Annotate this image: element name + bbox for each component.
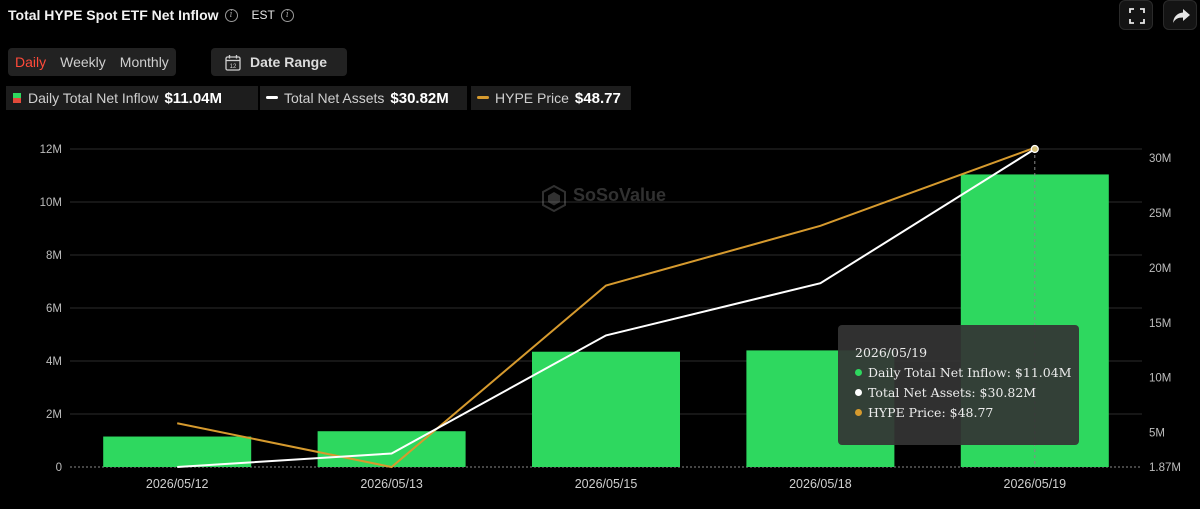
legend-assets-name: Total Net Assets: [284, 90, 385, 106]
x-tick-label: 2026/05/13: [360, 477, 423, 491]
timezone-info-icon[interactable]: i: [280, 8, 294, 22]
share-icon: [1173, 9, 1190, 23]
y-right-tick-label: 30M: [1149, 153, 1171, 165]
y-axis-right: 1.87M 5M 10M 15M 20M 25M 30M: [1149, 153, 1181, 474]
y-left-tick-label: 10M: [40, 197, 62, 209]
legend-price-name: HYPE Price: [495, 90, 569, 106]
bar: [103, 436, 252, 467]
tab-weekly[interactable]: Weekly: [60, 54, 106, 70]
tooltip-inflow-text: Daily Total Net Inflow: $11.04M: [868, 365, 1072, 380]
legend-price-value: $48.77: [574, 89, 621, 107]
legend-inflow-name: Daily Total Net Inflow: [28, 90, 159, 106]
info-icon[interactable]: i: [224, 8, 238, 22]
x-tick-label: 2026/05/18: [789, 477, 852, 491]
legend-inflow-value: $11.04M: [164, 89, 223, 107]
watermark: SoSoValue: [542, 184, 666, 213]
chart-title: Total HYPE Spot ETF Net Inflow: [8, 7, 219, 23]
y-left-tick-label: 0: [56, 462, 62, 474]
tab-monthly[interactable]: Monthly: [119, 54, 169, 70]
legend-item-inflow[interactable]: Daily Total Net Inflow $11.04M: [6, 86, 258, 110]
y-left-tick-label: 6M: [46, 303, 62, 315]
x-tick-label: 2026/05/12: [146, 477, 209, 491]
price-dot-icon: [855, 409, 862, 416]
period-selector: Daily Weekly Monthly: [8, 48, 176, 76]
y-right-tick-label: 15M: [1149, 318, 1171, 330]
y-right-tick-label: 25M: [1149, 208, 1171, 220]
x-tick-label: 2026/05/15: [575, 477, 638, 491]
date-range-label: Date Range: [250, 54, 328, 70]
timezone-label: EST: [251, 8, 275, 22]
tooltip-row-inflow: Daily Total Net Inflow: $11.04M: [855, 365, 1079, 380]
tooltip-assets-text: Total Net Assets: $30.82M: [868, 385, 1037, 400]
watermark-text: SoSoValue: [573, 185, 666, 205]
tooltip-price-text: HYPE Price: $48.77: [868, 405, 994, 420]
bar: [317, 431, 466, 467]
calendar-icon: 12: [225, 54, 241, 71]
line-series: [177, 144, 1039, 469]
chart-header: Total HYPE Spot ETF Net Inflow i EST i: [8, 4, 294, 26]
hover-point: [1030, 144, 1039, 154]
tooltip-row-price: HYPE Price: $48.77: [855, 405, 1079, 420]
chart-tooltip: 2026/05/19 Daily Total Net Inflow: $11.0…: [838, 325, 1079, 445]
hype-price-line: [177, 146, 1036, 469]
inflow-dot-icon: [855, 369, 862, 376]
date-range-button[interactable]: 12 Date Range: [211, 48, 347, 76]
y-right-tick-label: 20M: [1149, 263, 1171, 275]
legend-item-price[interactable]: HYPE Price $48.77: [471, 86, 631, 110]
assets-legend-icon: [266, 96, 278, 99]
fullscreen-button[interactable]: [1119, 0, 1153, 30]
legend-item-assets[interactable]: Total Net Assets $30.82M: [260, 86, 467, 110]
x-tick-label: 2026/05/19: [1004, 477, 1067, 491]
inflow-legend-icon: [13, 93, 21, 103]
y-right-tick-label: 10M: [1149, 373, 1171, 385]
y-right-tick-label: 1.87M: [1149, 462, 1181, 474]
assets-dot-icon: [855, 389, 862, 396]
fullscreen-icon: [1129, 8, 1145, 24]
y-left-tick-label: 4M: [46, 356, 62, 368]
y-left-tick-label: 2M: [46, 409, 62, 421]
tooltip-row-assets: Total Net Assets: $30.82M: [855, 385, 1079, 400]
tab-daily[interactable]: Daily: [15, 54, 47, 70]
y-left-tick-label: 12M: [40, 144, 62, 156]
legend-assets-value: $30.82M: [390, 89, 449, 107]
net-assets-line: [177, 148, 1036, 468]
share-button[interactable]: [1163, 0, 1197, 30]
x-axis: 2026/05/12 2026/05/13 2026/05/15 2026/05/18…: [146, 477, 1066, 491]
y-axis-left: 0 2M 4M 6M 8M 10M 12M: [40, 144, 62, 474]
svg-text:12: 12: [230, 63, 237, 69]
price-legend-icon: [477, 96, 489, 99]
bar: [532, 351, 680, 467]
y-right-tick-label: 5M: [1149, 428, 1165, 440]
tooltip-date: 2026/05/19: [855, 345, 928, 360]
y-left-tick-label: 8M: [46, 250, 62, 262]
